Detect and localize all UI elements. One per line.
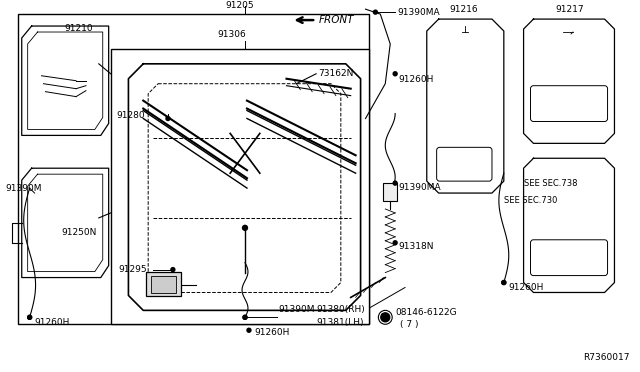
Text: B: B: [380, 313, 386, 322]
Text: 91280: 91280: [116, 111, 145, 120]
Bar: [383, 183, 397, 201]
Circle shape: [393, 72, 397, 76]
Text: 91390MA: 91390MA: [397, 8, 440, 17]
Circle shape: [243, 225, 248, 230]
Text: 91318N: 91318N: [398, 242, 434, 251]
Text: 08146-6122G: 08146-6122G: [395, 308, 457, 317]
Text: 91390MA: 91390MA: [398, 183, 441, 192]
Bar: [151, 276, 176, 294]
Circle shape: [502, 280, 506, 285]
FancyBboxPatch shape: [531, 86, 607, 122]
Text: 91306: 91306: [218, 29, 246, 38]
Text: R7360017: R7360017: [583, 353, 629, 362]
Circle shape: [28, 315, 31, 319]
Text: SEE SEC.730: SEE SEC.730: [504, 196, 557, 205]
Circle shape: [171, 267, 175, 272]
Text: 91260H: 91260H: [254, 328, 289, 337]
Circle shape: [247, 328, 251, 332]
Circle shape: [393, 181, 397, 185]
Bar: [146, 272, 180, 296]
Circle shape: [28, 315, 31, 319]
Text: 91250N: 91250N: [61, 228, 97, 237]
Text: 91217: 91217: [555, 4, 584, 14]
Circle shape: [502, 280, 506, 285]
Bar: [111, 49, 369, 324]
Text: 91205: 91205: [225, 1, 254, 10]
Circle shape: [393, 241, 397, 245]
Bar: [18, 14, 369, 324]
Text: 91295: 91295: [118, 265, 147, 274]
Text: 91216: 91216: [449, 4, 478, 14]
Circle shape: [381, 313, 390, 322]
Text: 91380(RH): 91380(RH): [316, 305, 365, 314]
Circle shape: [243, 315, 247, 319]
Circle shape: [373, 10, 378, 14]
FancyBboxPatch shape: [436, 147, 492, 181]
Text: 91210: 91210: [64, 23, 93, 32]
Text: 73162N: 73162N: [318, 69, 353, 78]
Text: 91260H: 91260H: [398, 75, 433, 84]
Circle shape: [243, 315, 247, 319]
Text: 91390M: 91390M: [278, 305, 315, 314]
Text: SEE SEC.738: SEE SEC.738: [524, 179, 577, 187]
Text: 91381(LH): 91381(LH): [316, 318, 364, 327]
Text: 91390M: 91390M: [5, 184, 42, 193]
Circle shape: [166, 116, 170, 121]
Text: 91260H: 91260H: [509, 283, 544, 292]
Text: FRONT: FRONT: [319, 15, 355, 25]
Text: 91260H: 91260H: [35, 318, 70, 327]
FancyBboxPatch shape: [531, 240, 607, 276]
Text: ( 7 ): ( 7 ): [400, 320, 419, 329]
